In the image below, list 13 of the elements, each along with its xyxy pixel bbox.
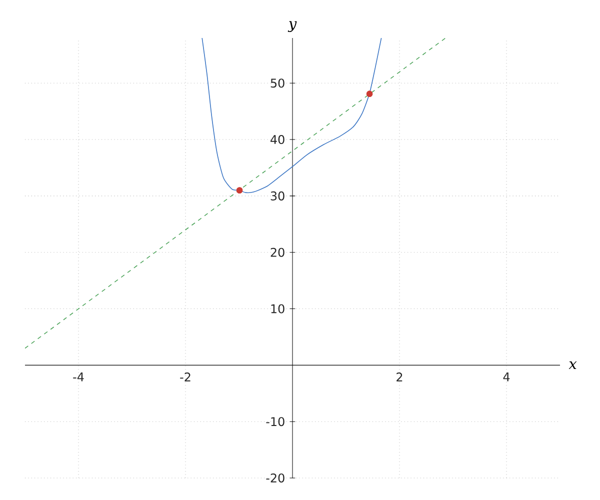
y-tick-label: 20 bbox=[270, 248, 284, 257]
y-tick-label: -10 bbox=[266, 417, 284, 426]
y-tick-label: 30 bbox=[270, 191, 284, 200]
x-axis-title: x bbox=[568, 361, 577, 369]
x-tick-label: 2 bbox=[396, 372, 402, 382]
y-tick-label: 40 bbox=[270, 135, 284, 144]
y-tick-label: 10 bbox=[271, 304, 284, 314]
y-tick-label: -20 bbox=[266, 473, 284, 483]
y-axis-title: y bbox=[288, 21, 297, 32]
x-tick-label: -4 bbox=[73, 372, 84, 382]
x-tick-label: -2 bbox=[180, 372, 190, 382]
y-tick-label: 50 bbox=[270, 78, 284, 88]
x-tick-label: 4 bbox=[503, 372, 510, 382]
